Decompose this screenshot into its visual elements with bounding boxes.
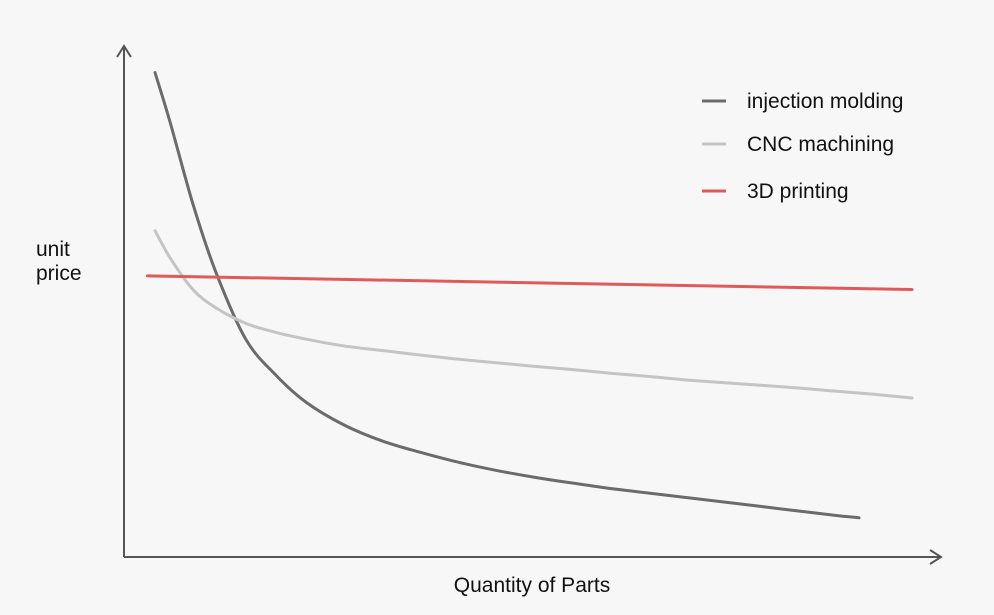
x-axis-arrow — [929, 549, 943, 565]
legend-label-injection-molding: injection molding — [747, 90, 903, 113]
series-layer — [145, 71, 914, 520]
y-axis-arrow — [116, 44, 132, 58]
x-axis-label: Quantity of Parts — [454, 574, 610, 597]
legend-label-3d-printing: 3D printing — [747, 180, 849, 203]
legend-item-cnc-machining: CNC machining — [702, 133, 894, 156]
series-line-injection-molding — [153, 71, 861, 520]
series-line-cnc-machining — [153, 229, 914, 400]
axes — [116, 44, 943, 565]
legend-item-3d-printing: 3D printing — [702, 180, 849, 203]
legend-label-cnc-machining: CNC machining — [747, 133, 894, 156]
y-axis-label-line-2: price — [36, 262, 82, 285]
legend-item-injection-molding: injection molding — [702, 90, 903, 113]
y-axis-label-line-1: unit — [36, 238, 70, 261]
series-line-3d-printing — [145, 274, 914, 291]
legend: injection molding CNC machining 3D printin… — [702, 90, 903, 203]
y-axis-label: unit price — [36, 238, 82, 285]
